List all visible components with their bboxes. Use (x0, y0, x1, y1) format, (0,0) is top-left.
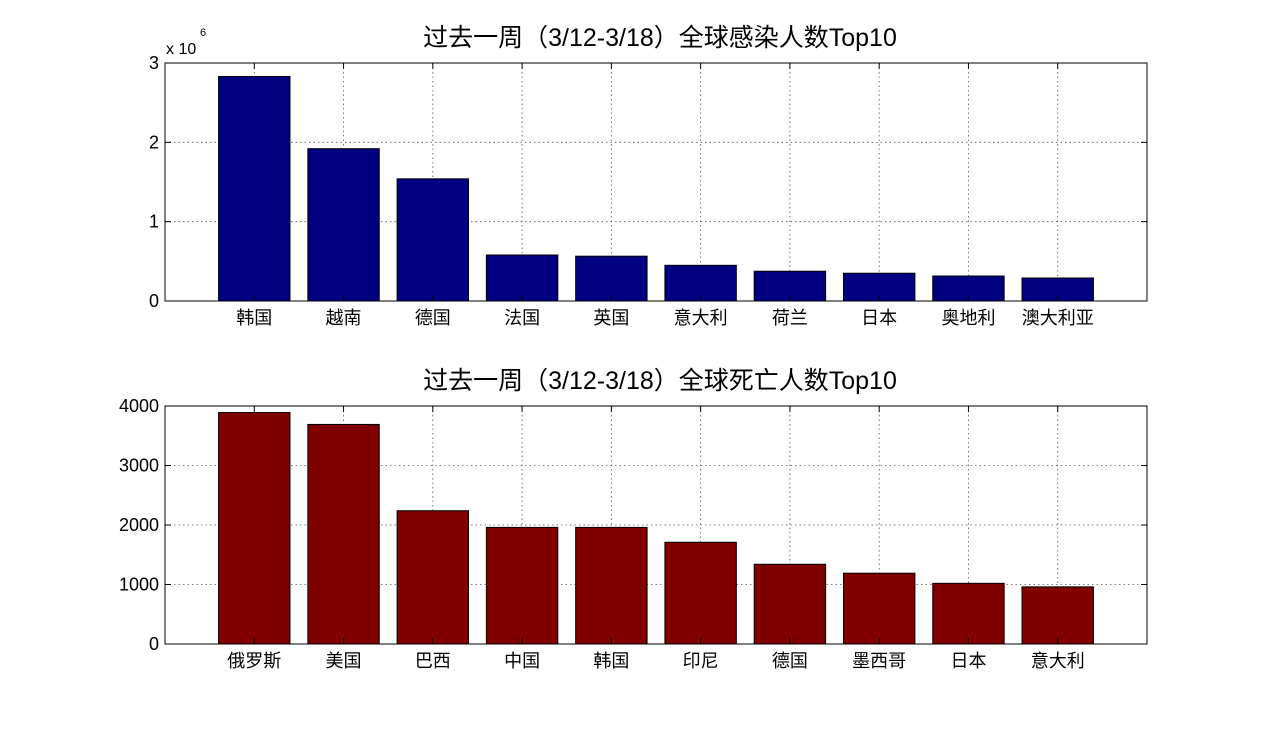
infections-x-tick-label: 奥地利 (941, 308, 995, 328)
infections-chart-title: 过去一周（3/12-3/18）全球感染人数Top10 (423, 24, 897, 52)
deaths-bars (218, 412, 1094, 645)
deaths-y-tick-label: 1000 (119, 575, 159, 595)
infections-y-tick-label: 2 (149, 132, 159, 152)
deaths-x-tick-label: 意大利 (1031, 651, 1085, 671)
infections-x-tick-label: 澳大利亚 (1022, 308, 1094, 328)
deaths-bar (307, 423, 380, 645)
deaths-bar (753, 563, 827, 645)
deaths-x-tick-label: 韩国 (593, 651, 629, 671)
deaths-x-tick-label: 印尼 (683, 651, 719, 671)
deaths-chart: 过去一周（3/12-3/18）全球死亡人数Top10 0 1000 2000 3000… (119, 367, 1148, 671)
deaths-y-tick-label: 3000 (119, 456, 159, 476)
deaths-x-axis: 俄罗斯 美国 巴西 中国 韩国 印尼 德国 墨西哥 日本 意大利 (227, 406, 1085, 671)
infections-x-tick-label: 意大利 (674, 308, 728, 328)
infections-x-tick-label: 越南 (326, 308, 362, 328)
deaths-x-tick-label: 中国 (504, 651, 540, 671)
infections-axes-box (164, 62, 1148, 302)
deaths-bar (664, 541, 737, 645)
deaths-bar (396, 510, 470, 645)
infections-x-axis: 韩国 越南 德国 法国 英国 意大利 荷兰 日本 奥地利 澳大利亚 (236, 63, 1094, 328)
infections-x-tick-label: 法国 (504, 308, 540, 328)
infections-y-multiplier: x 10 (166, 41, 196, 58)
deaths-x-tick-label: 墨西哥 (852, 651, 906, 671)
infections-y-axis: 0 1 2 3 (149, 53, 1147, 311)
infections-bar (307, 148, 380, 302)
deaths-y-tick-label: 2000 (119, 515, 159, 535)
deaths-bar (932, 582, 1005, 645)
deaths-bar (575, 526, 648, 645)
deaths-y-tick-label: 0 (149, 634, 159, 654)
deaths-x-tick-label: 日本 (950, 651, 986, 671)
infections-x-tick-label: 韩国 (236, 308, 272, 328)
deaths-bar (485, 526, 559, 645)
deaths-x-tick-label: 俄罗斯 (227, 651, 281, 671)
infections-x-tick-label: 日本 (861, 308, 897, 328)
infections-bar (575, 255, 648, 302)
deaths-x-tick-label: 美国 (326, 651, 362, 671)
deaths-x-tick-label: 德国 (772, 651, 808, 671)
infections-x-tick-label: 荷兰 (772, 308, 808, 328)
infections-bars (218, 75, 1094, 302)
deaths-bar (1021, 586, 1094, 645)
deaths-chart-title: 过去一周（3/12-3/18）全球死亡人数Top10 (423, 367, 897, 395)
infections-bar (396, 178, 470, 302)
infections-x-tick-label: 德国 (415, 308, 451, 328)
infections-bar (485, 254, 559, 302)
deaths-x-tick-label: 巴西 (415, 651, 451, 671)
deaths-y-tick-label: 4000 (119, 396, 159, 416)
infections-y-tick-label: 0 (149, 291, 159, 311)
deaths-bar (842, 572, 916, 645)
infections-bar (218, 75, 291, 302)
deaths-bar (218, 412, 291, 645)
deaths-y-axis: 0 1000 2000 3000 4000 (119, 396, 1147, 654)
infections-y-multiplier-exponent: 6 (200, 27, 206, 39)
infections-x-tick-label: 英国 (593, 308, 629, 328)
infections-y-tick-label: 3 (149, 53, 159, 73)
infections-y-tick-label: 1 (149, 212, 159, 232)
infections-chart: 过去一周（3/12-3/18）全球感染人数Top10 x 10 6 0 1 2 3 韩国… (149, 24, 1148, 328)
